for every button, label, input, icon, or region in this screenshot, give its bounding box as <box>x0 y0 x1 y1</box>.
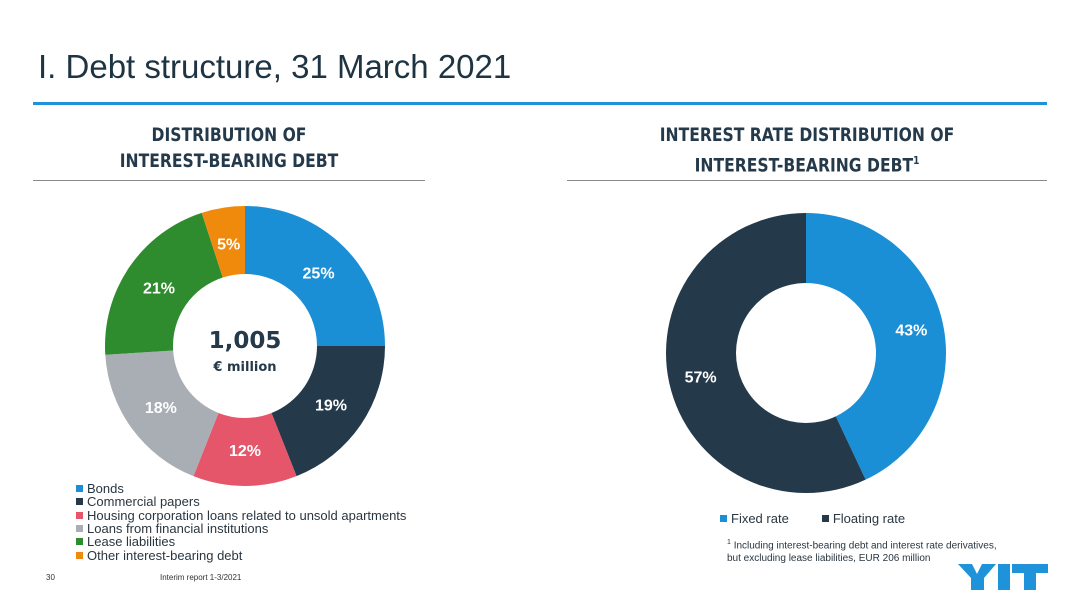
right-chart-title: INTEREST RATE DISTRIBUTION OF INTEREST-B… <box>610 122 1004 178</box>
footnote-line1-text: Including interest-bearing debt and inte… <box>733 540 997 552</box>
left-chart-title-line1: DISTRIBUTION OF <box>151 124 307 146</box>
debt-slice-loans-from-financial-institutions <box>105 350 219 477</box>
debt-legend-swatch <box>76 538 83 546</box>
report-name: Interim report 1-3/2021 <box>160 573 242 582</box>
left-chart-title-line2: INTEREST-BEARING DEBT <box>119 150 339 172</box>
yit-logo-icon <box>958 564 1048 590</box>
debt-legend-swatch <box>76 551 83 559</box>
left-chart-title: DISTRIBUTION OF INTEREST-BEARING DEBT <box>68 122 389 174</box>
debt-distribution-donut: 25% 19% 12% 18% 21% 5% <box>105 206 386 486</box>
rate-label-fixed-rate: 43% <box>895 322 927 339</box>
debt-legend-label: Lease liabilities <box>87 534 176 550</box>
donut-center-unit: € million <box>212 360 276 375</box>
footnote-line2: but excluding lease liabilities, EUR 206… <box>727 553 931 565</box>
debt-slice-other-interest-bearing-debt <box>201 206 245 278</box>
debt-label-lease-liabilities: 21% <box>143 281 175 298</box>
debt-legend-item-loans-from-financial-institutions: Loans from financial institutions <box>76 521 406 537</box>
rate-legend-label: Floating rate <box>832 511 906 527</box>
right-chart-title-line2-text: INTEREST-BEARING DEBT <box>694 154 914 177</box>
rate-slice-floating-rate <box>665 213 866 493</box>
interest-rate-donut: 43% 57% <box>665 213 946 493</box>
rate-legend-item-fixed-rate: Fixed rate <box>720 511 789 527</box>
right-chart-title-line1: INTEREST RATE DISTRIBUTION OF <box>659 124 955 146</box>
debt-label-housing-corporation-loans-related-to-unsold-apartments: 12% <box>229 443 261 460</box>
left-title-rule <box>33 180 425 181</box>
debt-legend-swatch <box>76 511 83 519</box>
left-chart-legend: Bonds Commercial papers Housing corporatio… <box>76 481 407 563</box>
title-rule <box>33 102 1047 105</box>
debt-slice-housing-corporation-loans-related-to-unsold-apartments <box>193 412 297 486</box>
debt-label-commercial-papers: 19% <box>315 397 347 414</box>
rate-legend-swatch <box>821 515 829 523</box>
page-number: 30 <box>46 573 55 582</box>
rate-legend-label: Fixed rate <box>731 511 789 527</box>
page-title: I. Debt structure, 31 March 2021 <box>38 48 512 85</box>
rate-label-floating-rate: 57% <box>685 370 717 387</box>
debt-label-other-interest-bearing-debt: 5% <box>217 236 240 253</box>
debt-label-loans-from-financial-institutions: 18% <box>145 400 177 417</box>
rate-slice-fixed-rate <box>806 213 946 480</box>
debt-legend-swatch <box>76 485 83 493</box>
footnote-line1: 1 Including interest-bearing debt and in… <box>727 536 997 552</box>
debt-legend-swatch <box>76 525 83 533</box>
right-chart-title-line2: INTEREST-BEARING DEBT1 <box>610 148 1004 178</box>
debt-legend-item-housing-corporation-loans-related-to-unsold-apartments: Housing corporation loans related to uns… <box>76 507 407 523</box>
debt-legend-label: Bonds <box>87 481 124 497</box>
footnote: 1 Including interest-bearing debt and in… <box>727 536 997 565</box>
debt-legend-label: Commercial papers <box>87 494 200 510</box>
debt-legend-label: Other interest-bearing debt <box>87 547 243 563</box>
donut-center-total: 1,005 <box>209 328 282 354</box>
right-title-rule <box>567 180 1047 181</box>
debt-label-bonds: 25% <box>303 265 335 282</box>
debt-legend-item-bonds: Bonds <box>76 481 406 497</box>
rate-legend-swatch <box>720 515 727 523</box>
debt-legend-item-commercial-papers: Commercial papers <box>76 494 406 510</box>
right-chart-title-superscript: 1 <box>913 154 920 167</box>
debt-legend-item-lease-liabilities: Lease liabilities <box>76 534 406 550</box>
debt-legend-item-other-interest-bearing-debt: Other interest-bearing debt <box>76 547 406 563</box>
right-chart-legend: Fixed rate Floating rate <box>720 511 938 527</box>
debt-slice-lease-liabilities <box>105 212 223 355</box>
rate-legend-item-floating-rate: Floating rate <box>821 511 906 527</box>
debt-slice-commercial-papers <box>271 346 386 477</box>
footnote-mark: 1 <box>727 539 731 546</box>
debt-legend-label: Loans from financial institutions <box>87 521 269 537</box>
debt-legend-swatch <box>76 498 83 506</box>
debt-slice-bonds <box>245 206 385 346</box>
debt-legend-label: Housing corporation loans related to uns… <box>87 507 407 523</box>
